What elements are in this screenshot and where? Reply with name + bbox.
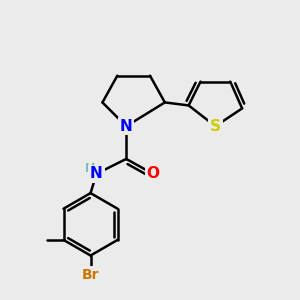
Text: Br: Br bbox=[82, 268, 99, 282]
Text: S: S bbox=[210, 119, 221, 134]
Text: N: N bbox=[120, 119, 133, 134]
Text: O: O bbox=[146, 166, 160, 181]
Text: H: H bbox=[85, 162, 95, 175]
Text: N: N bbox=[90, 166, 103, 181]
